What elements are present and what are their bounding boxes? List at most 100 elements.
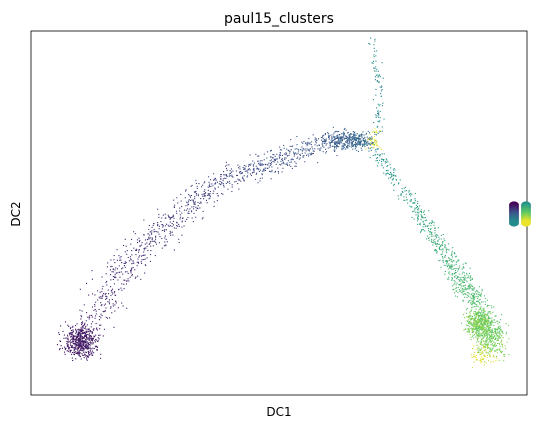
scatter-point: [481, 310, 483, 312]
scatter-point: [148, 237, 150, 239]
scatter-point: [349, 140, 351, 142]
scatter-point: [97, 299, 99, 301]
scatter-point: [78, 352, 80, 354]
scatter-point: [170, 232, 172, 234]
scatter-point: [372, 142, 374, 144]
scatter-point: [427, 235, 429, 237]
scatter-point: [81, 333, 83, 335]
scatter-point: [445, 249, 447, 251]
scatter-point: [468, 321, 470, 323]
scatter-point: [259, 160, 261, 162]
scatter-point: [199, 207, 201, 209]
scatter-point: [461, 289, 463, 291]
scatter-point: [68, 347, 70, 349]
scatter-point: [466, 325, 468, 327]
scatter-point: [436, 252, 438, 254]
scatter-point: [104, 293, 106, 295]
scatter-point: [87, 351, 89, 353]
scatter-point: [343, 135, 345, 137]
scatter-point: [73, 337, 75, 339]
scatter-point: [287, 160, 289, 162]
scatter-point: [287, 164, 289, 166]
scatter-point: [495, 328, 497, 330]
scatter-point: [141, 259, 143, 261]
scatter-point: [462, 266, 464, 268]
scatter-point: [283, 144, 285, 146]
scatter-point: [286, 155, 288, 157]
scatter-point: [361, 137, 363, 139]
scatter-point: [384, 162, 386, 164]
scatter-point: [493, 354, 495, 356]
scatter-point: [205, 199, 207, 201]
scatter-point: [157, 225, 159, 227]
scatter-point: [148, 236, 150, 238]
scatter-point: [187, 212, 189, 214]
scatter-point: [474, 306, 476, 308]
scatter-point: [237, 167, 239, 169]
scatter-point: [212, 179, 214, 181]
scatter-point: [110, 279, 112, 281]
scatter-point: [249, 154, 251, 156]
scatter-point: [437, 240, 439, 242]
scatter-point: [265, 167, 267, 169]
scatter-point: [102, 335, 104, 337]
scatter-point: [355, 140, 357, 142]
scatter-point: [483, 312, 485, 314]
scatter-point: [488, 337, 490, 339]
scatter-point: [329, 143, 331, 145]
scatter-point: [375, 139, 377, 141]
scatter-point: [473, 325, 475, 327]
scatter-point: [374, 40, 376, 42]
scatter-point: [431, 221, 433, 223]
scatter-point: [89, 335, 91, 337]
scatter-point: [471, 327, 473, 329]
scatter-point: [218, 183, 220, 185]
scatter-point: [370, 140, 372, 142]
scatter-point: [338, 131, 340, 133]
scatter-point: [76, 331, 78, 333]
scatter-point: [288, 164, 290, 166]
scatter-point: [464, 262, 466, 264]
scatter-point: [448, 272, 450, 274]
scatter-point: [461, 268, 463, 270]
scatter-point: [385, 158, 387, 160]
scatter-point: [417, 202, 419, 204]
scatter-point: [362, 145, 364, 147]
scatter-point: [83, 337, 85, 339]
scatter-point: [429, 231, 431, 233]
scatter-point: [123, 283, 125, 285]
scatter-point: [353, 139, 355, 141]
scatter-point: [492, 355, 494, 357]
scatter-point: [195, 209, 197, 211]
scatter-point: [470, 276, 472, 278]
scatter-point: [453, 284, 455, 286]
scatter-point: [468, 322, 470, 324]
scatter-point: [222, 178, 224, 180]
scatter-point: [393, 175, 395, 177]
scatter-point: [349, 138, 351, 140]
scatter-point: [484, 345, 486, 347]
scatter-point: [279, 152, 281, 154]
scatter-point: [463, 279, 465, 281]
scatter-point: [420, 214, 422, 216]
scatter-point: [336, 145, 338, 147]
scatter-point: [299, 157, 301, 159]
scatter-point: [377, 125, 379, 127]
scatter-point: [342, 137, 344, 139]
scatter-point: [343, 145, 345, 147]
scatter-point: [475, 320, 477, 322]
scatter-point: [340, 140, 342, 142]
scatter-point: [487, 322, 489, 324]
scatter-point: [477, 347, 479, 349]
scatter-point: [325, 144, 327, 146]
scatter-point: [471, 330, 473, 332]
scatter-point: [259, 180, 261, 182]
scatter-point: [501, 314, 503, 316]
scatter-point: [286, 153, 288, 155]
scatter-point: [456, 277, 458, 279]
scatter-point: [351, 136, 353, 138]
scatter-point: [228, 175, 230, 177]
scatter-point: [250, 174, 252, 176]
scatter-point: [469, 277, 471, 279]
scatter-point: [270, 156, 272, 158]
